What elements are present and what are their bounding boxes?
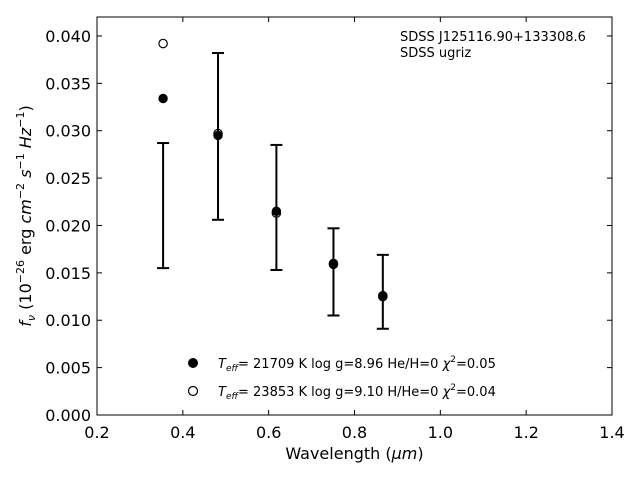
point-filled	[271, 206, 282, 216]
legend-marker-filled	[188, 358, 198, 368]
point-filled	[158, 93, 168, 104]
legend-marker-open	[187, 385, 199, 397]
x-axis-label-main: Wavelength (	[285, 444, 391, 463]
y-tick-label: 0.005	[45, 359, 91, 378]
point-open	[213, 128, 223, 139]
plot-frame	[96, 16, 613, 416]
data-points	[158, 38, 388, 302]
y-tick-label: 0.000	[45, 406, 91, 425]
y-tick-label: 0.030	[45, 122, 91, 141]
plot-area	[96, 16, 613, 416]
x-tick-label: 1.2	[513, 423, 538, 442]
x-tick-label: 0.2	[84, 423, 109, 442]
x-tick-label: 0.4	[170, 423, 195, 442]
legend: Teff= 21709 K log g=8.96 He/H=0 χ2=0.05 …	[187, 355, 496, 402]
error-bars	[157, 52, 389, 330]
object-name-annotation: SDSS J125116.90+133308.6	[400, 30, 586, 45]
legend-entry-helium-model: Teff= 23853 K log g=9.10 H/He=0 χ2=0.04	[218, 383, 496, 402]
x-tick-label: 1.0	[428, 423, 453, 442]
x-axis-label: Wavelength (μm)	[285, 444, 423, 463]
y-tick-label: 0.040	[45, 27, 91, 46]
x-tick-label: 1.4	[599, 423, 624, 442]
annotations: SDSS J125116.90+133308.6 SDSS ugriz	[400, 30, 586, 61]
x-axis: 0.2 0.4 0.6 0.8 1.0 1.2 1.4	[84, 17, 625, 442]
point-open	[328, 259, 339, 270]
y-tick-label: 0.015	[45, 264, 91, 283]
filter-set-annotation: SDSS ugriz	[400, 46, 471, 61]
y-tick-label: 0.025	[45, 169, 91, 188]
y-tick-label: 0.010	[45, 311, 91, 330]
y-tick-label: 0.020	[45, 216, 91, 235]
legend-entry-hydrogen-model: Teff= 21709 K log g=8.96 He/H=0 χ2=0.05	[218, 355, 496, 374]
y-axis: 0.000 0.005 0.010 0.015 0.020 0.025 0.030 0.035…	[45, 27, 612, 425]
x-tick-label: 0.6	[256, 423, 281, 442]
point-filled	[213, 130, 223, 141]
x-axis-label-close: )	[417, 444, 423, 463]
point-open	[378, 291, 388, 302]
x-axis-label-unit: μm	[391, 444, 418, 463]
y-tick-label: 0.035	[45, 74, 91, 93]
point-open	[271, 208, 282, 218]
y-axis-label: fν (10−26 erg cm−2 s−1 Hz−1)	[14, 105, 38, 326]
x-tick-label: 0.8	[342, 423, 367, 442]
point-open	[158, 38, 168, 49]
